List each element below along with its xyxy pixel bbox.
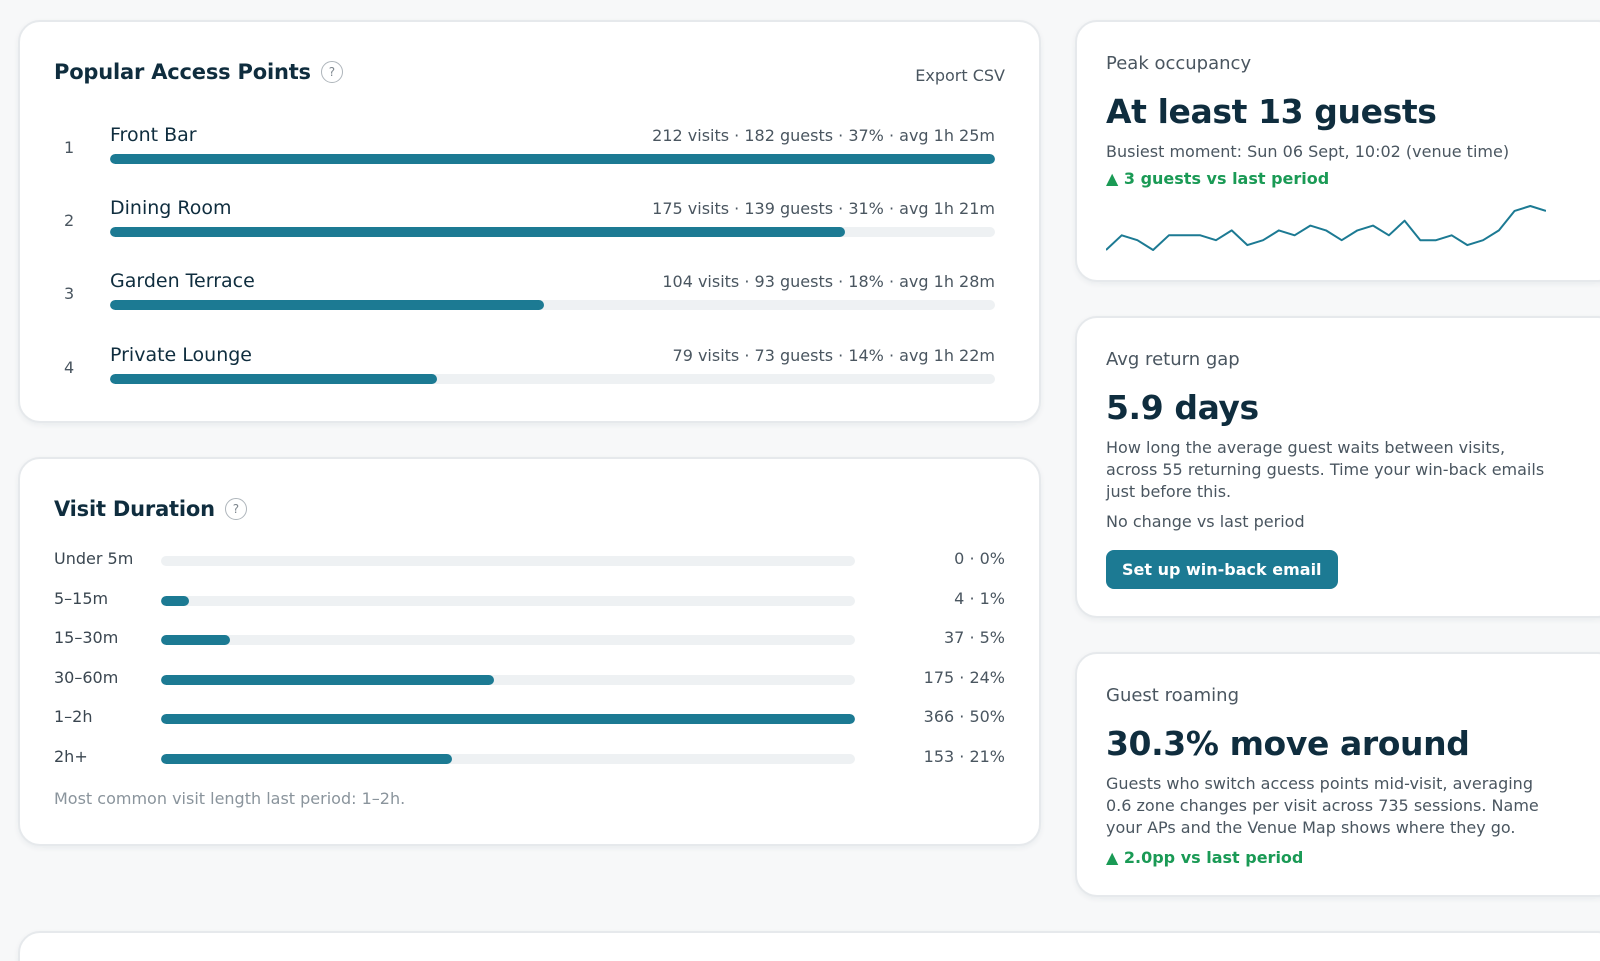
duration-bar-fill bbox=[161, 635, 231, 645]
visit-duration-title-row: Visit Duration ? bbox=[54, 497, 247, 521]
access-point-name: Dining Room bbox=[110, 197, 232, 219]
access-point-bar-fill bbox=[110, 374, 438, 384]
guest-roaming-trend: ▲ 2.0pp vs last period bbox=[1106, 848, 1304, 867]
duration-row: 2h+ 153 · 21% bbox=[54, 747, 1005, 771]
access-point-bar-fill bbox=[110, 300, 544, 310]
duration-label: 1–2h bbox=[54, 707, 93, 726]
peak-occupancy-value: At least 13 guests bbox=[1106, 92, 1437, 131]
duration-value: 153 · 21% bbox=[923, 747, 1005, 766]
return-gap-card: Avg return gap 5.9 days How long the ave… bbox=[1075, 316, 1600, 618]
access-point-bar-track bbox=[110, 227, 995, 237]
access-point-name: Garden Terrace bbox=[110, 270, 255, 292]
duration-row: 30–60m 175 · 24% bbox=[54, 668, 1005, 692]
access-point-row: 3 Garden Terrace 104 visits · 93 guests … bbox=[54, 270, 995, 334]
duration-bar-track bbox=[161, 596, 855, 606]
access-point-name: Front Bar bbox=[110, 124, 197, 146]
access-point-rank: 3 bbox=[64, 284, 75, 303]
duration-row: 5–15m 4 · 1% bbox=[54, 589, 1005, 613]
duration-bar-track bbox=[161, 556, 855, 566]
duration-bar-track bbox=[161, 754, 855, 764]
peak-occupancy-detail: Busiest moment: Sun 06 Sept, 10:02 (venu… bbox=[1106, 142, 1510, 161]
duration-label: 15–30m bbox=[54, 628, 119, 647]
duration-label: Under 5m bbox=[54, 549, 134, 568]
access-point-bar-fill bbox=[110, 154, 995, 164]
export-csv-link[interactable]: Export CSV bbox=[915, 66, 1005, 85]
guest-roaming-value: 30.3% move around bbox=[1106, 724, 1470, 763]
duration-bar-track bbox=[161, 714, 855, 724]
duration-row: 1–2h 366 · 50% bbox=[54, 707, 1005, 731]
access-point-rank: 4 bbox=[64, 358, 75, 377]
duration-bar-fill bbox=[161, 596, 189, 606]
return-gap-label: Avg return gap bbox=[1106, 349, 1240, 370]
duration-bar-track bbox=[161, 635, 855, 645]
duration-value: 4 · 1% bbox=[954, 589, 1005, 608]
duration-bar-fill bbox=[161, 675, 495, 685]
access-points-card: Popular Access Points ? Export CSV 1 Fro… bbox=[18, 20, 1041, 423]
duration-label: 2h+ bbox=[54, 747, 88, 766]
access-point-row: 4 Private Lounge 79 visits · 73 guests ·… bbox=[54, 344, 995, 408]
access-point-stats: 79 visits · 73 guests · 14% · avg 1h 22m bbox=[672, 346, 995, 365]
access-point-rank: 1 bbox=[64, 138, 75, 157]
return-gap-description: How long the average guest waits between… bbox=[1106, 438, 1545, 501]
access-point-row: 1 Front Bar 212 visits · 182 guests · 37… bbox=[54, 124, 995, 188]
duration-label: 30–60m bbox=[54, 668, 119, 687]
access-point-stats: 104 visits · 93 guests · 18% · avg 1h 28… bbox=[662, 272, 995, 291]
guest-roaming-label: Guest roaming bbox=[1106, 685, 1240, 706]
duration-bar-track bbox=[161, 675, 855, 685]
access-point-bar-track bbox=[110, 300, 995, 310]
duration-bar-fill bbox=[161, 714, 855, 724]
access-point-rank: 2 bbox=[64, 211, 75, 230]
visit-duration-card: Visit Duration ? Under 5m 0 · 0% 5–15m 4… bbox=[18, 457, 1041, 846]
return-gap-value: 5.9 days bbox=[1106, 388, 1259, 427]
duration-value: 37 · 5% bbox=[944, 628, 1005, 647]
visit-duration-title: Visit Duration bbox=[54, 497, 215, 521]
peak-occupancy-trend: ▲ 3 guests vs last period bbox=[1106, 169, 1330, 188]
guest-roaming-card: Guest roaming 30.3% move around Guests w… bbox=[1075, 652, 1600, 897]
access-point-row: 2 Dining Room 175 visits · 139 guests · … bbox=[54, 197, 995, 261]
help-icon[interactable]: ? bbox=[224, 498, 247, 520]
peak-occupancy-label: Peak occupancy bbox=[1106, 53, 1252, 74]
duration-value: 175 · 24% bbox=[923, 668, 1005, 687]
guest-roaming-description: Guests who switch access points mid-visi… bbox=[1106, 774, 1539, 837]
duration-row: Under 5m 0 · 0% bbox=[54, 549, 1005, 573]
duration-value: 0 · 0% bbox=[954, 549, 1005, 568]
access-point-bar-fill bbox=[110, 227, 845, 237]
access-point-stats: 212 visits · 182 guests · 37% · avg 1h 2… bbox=[652, 126, 995, 145]
access-points-title-row: Popular Access Points ? bbox=[54, 60, 343, 84]
next-card bbox=[18, 931, 1600, 961]
peak-occupancy-card: Peak occupancy At least 13 guests Busies… bbox=[1075, 20, 1600, 282]
access-point-stats: 175 visits · 139 guests · 31% · avg 1h 2… bbox=[652, 199, 995, 218]
duration-row: 15–30m 37 · 5% bbox=[54, 628, 1005, 652]
access-point-bar-track bbox=[110, 154, 995, 164]
duration-bar-fill bbox=[161, 754, 453, 764]
visit-duration-note: Most common visit length last period: 1–… bbox=[54, 789, 406, 808]
help-icon[interactable]: ? bbox=[320, 61, 343, 83]
set-up-win-back-email-button[interactable]: Set up win-back email bbox=[1106, 550, 1338, 589]
access-point-bar-track bbox=[110, 374, 995, 384]
sparkline-line bbox=[1106, 205, 1546, 251]
access-points-title: Popular Access Points bbox=[54, 60, 311, 84]
duration-label: 5–15m bbox=[54, 589, 109, 608]
peak-occupancy-sparkline bbox=[1106, 205, 1546, 251]
access-point-name: Private Lounge bbox=[110, 344, 252, 366]
duration-value: 366 · 50% bbox=[923, 707, 1005, 726]
return-gap-trend: No change vs last period bbox=[1106, 512, 1305, 531]
